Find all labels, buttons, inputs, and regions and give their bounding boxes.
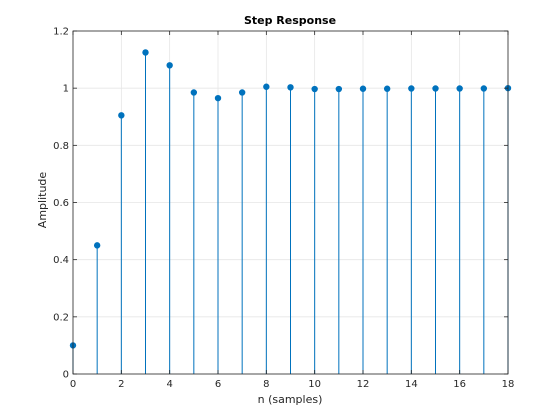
- y-tick-label: 0.6: [53, 198, 69, 209]
- x-tick-label: 10: [308, 379, 321, 390]
- stem-marker: [335, 85, 343, 93]
- stem-marker: [359, 85, 367, 92]
- x-axis-title: n (samples): [258, 393, 323, 406]
- x-tick-label: 8: [263, 379, 269, 390]
- stem-marker: [118, 112, 125, 119]
- stem-marker: [383, 85, 391, 92]
- stem-marker: [263, 83, 270, 90]
- x-tick-label: 2: [118, 379, 124, 390]
- stem-marker: [190, 89, 198, 96]
- stem-marker: [456, 85, 463, 92]
- stem-marker: [238, 89, 246, 96]
- x-tick-label: 4: [166, 379, 172, 390]
- y-tick-label: 1: [63, 84, 69, 95]
- stem-marker: [166, 62, 173, 69]
- y-tick-label: 0: [63, 370, 69, 381]
- x-tick-label: 16: [453, 379, 466, 390]
- y-tick-label: 0.2: [53, 312, 69, 323]
- y-axis-title: Amplitude: [36, 172, 49, 229]
- ticks: 0 2 4 6 8 10 12 14 16 18 0 0.2 0.4 0.6 0.8 1 1.2: [53, 27, 514, 391]
- stem-marker: [480, 85, 488, 92]
- stem-marker: [142, 49, 149, 56]
- x-tick-label: 14: [405, 379, 418, 390]
- stem-marker: [432, 85, 439, 92]
- y-tick-label: 0.4: [53, 255, 69, 266]
- x-tick-label: 18: [502, 379, 515, 390]
- stem-marker: [287, 84, 294, 91]
- stem-marker: [214, 94, 222, 102]
- chart-title: Step Response: [244, 14, 336, 27]
- stem-marker: [93, 242, 101, 249]
- stem-marker: [408, 85, 415, 92]
- x-tick-label: 0: [70, 379, 76, 390]
- x-tick-label: 12: [357, 379, 370, 390]
- y-tick-label: 1.2: [53, 27, 69, 38]
- stem-marker: [311, 85, 318, 93]
- x-tick-label: 6: [215, 379, 221, 390]
- y-tick-label: 0.8: [53, 141, 69, 152]
